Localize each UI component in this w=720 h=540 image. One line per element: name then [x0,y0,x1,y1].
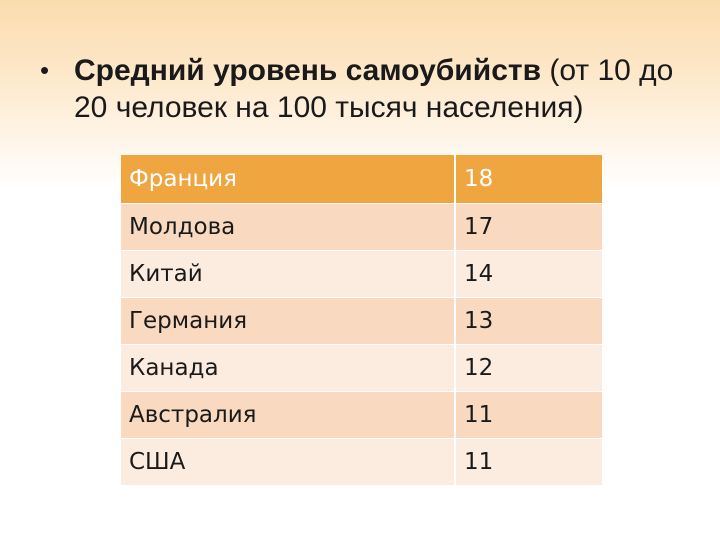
header-value-cell: 18 [455,155,602,204]
bullet-text: Средний уровень самоубийств (от 10 до 20… [74,52,700,126]
header-country-cell: Франция [121,155,456,204]
country-cell: Канада [121,344,456,392]
bullet-dot-icon: • [40,55,50,85]
value-cell: 12 [455,344,602,392]
value-cell: 11 [455,438,602,486]
country-cell: Китай [121,250,456,298]
table-header-row: Франция 18 [121,155,602,204]
table-row: Молдова 17 [121,203,602,251]
country-cell: Германия [121,297,456,345]
table-row: Австралия 11 [121,391,602,439]
value-cell: 13 [455,297,602,345]
country-cell: Молдова [121,203,456,251]
value-cell: 14 [455,250,602,298]
table-row: Германия 13 [121,297,602,345]
suicide-rate-table: Франция 18 Молдова 17 Китай 14 Германия … [121,155,602,486]
bullet-title-bold: Средний уровень самоубийств [74,54,542,87]
value-cell: 11 [455,391,602,439]
value-cell: 17 [455,203,602,251]
slide-bullet: • Средний уровень самоубийств (от 10 до … [40,52,700,126]
country-cell: Австралия [121,391,456,439]
bullet-title-rest: (от 10 до 20 человек на 100 тысяч населе… [74,54,674,124]
table-row: США 11 [121,438,602,486]
table-row: Канада 12 [121,344,602,392]
country-cell: США [121,438,456,486]
table-row: Китай 14 [121,250,602,298]
